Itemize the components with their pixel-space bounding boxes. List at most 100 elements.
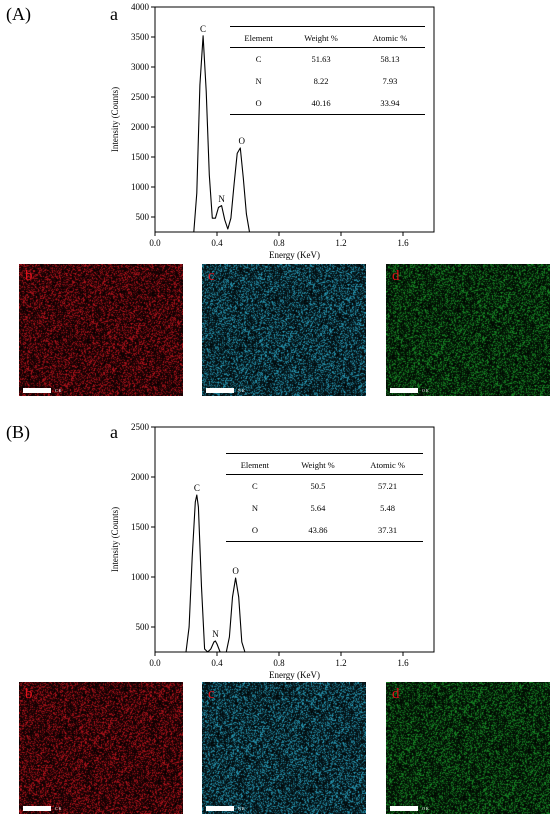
table-cell: 40.16 — [311, 98, 331, 108]
table-row: O 43.86 37.31 — [226, 519, 423, 542]
peak-label-c: C — [200, 24, 206, 34]
y-tick-label: 2500 — [131, 92, 150, 102]
x-tick-label: 0.0 — [149, 658, 161, 668]
map-element-label: N K — [238, 388, 245, 393]
y-tick-label: 500 — [136, 212, 150, 222]
panel-a-sublabel: a — [110, 4, 118, 24]
x-tick-label: 0.0 — [149, 238, 161, 248]
peak-label-o: O — [232, 566, 239, 576]
y-axis-title: Intensity (Counts) — [110, 87, 120, 152]
map-letter: d — [392, 686, 400, 702]
x-tick-label: 0.8 — [273, 238, 285, 248]
table-cell: 51.63 — [311, 54, 331, 64]
eds-map-b-oxygen: d O K — [386, 682, 550, 814]
eds-table-b: Element Weight % Atomic % C 50.5 57.21 N 5.64 5.… — [226, 453, 423, 542]
spectrum-line — [185, 494, 246, 653]
y-tick-label: 500 — [136, 622, 150, 632]
table-cell: 33.94 — [380, 98, 400, 108]
table-cell: 37.31 — [378, 525, 398, 535]
elemental-map-image — [202, 682, 366, 814]
table-cell: 50.5 — [310, 481, 326, 491]
table-row: C 50.5 57.21 — [226, 475, 423, 498]
eds-map-b-nitrogen: c N K — [202, 682, 366, 814]
table-cell: 5.64 — [310, 503, 326, 513]
plot-frame — [154, 426, 435, 653]
table-row: O 40.16 33.94 — [230, 92, 425, 115]
x-axis-title: Energy (KeV) — [269, 670, 320, 680]
table-header: Weight % — [304, 33, 338, 43]
eds-map-a-nitrogen: c N K — [202, 264, 366, 396]
x-axis-title: Energy (KeV) — [269, 250, 320, 260]
scale-bar — [390, 388, 418, 393]
eds-table-a: Element Weight % Atomic % C 51.63 58.13 N 8.22 7… — [230, 26, 425, 115]
table-row: C 51.63 58.13 — [230, 48, 425, 71]
table-header: Element — [240, 460, 270, 470]
y-tick-label: 2000 — [131, 472, 150, 482]
table-cell: C — [255, 54, 262, 64]
plot-frame — [154, 6, 435, 233]
x-tick-label: 1.2 — [335, 238, 346, 248]
x-tick-label: 0.4 — [211, 238, 223, 248]
peak-label-c: C — [194, 483, 200, 493]
elemental-map-image — [19, 264, 183, 396]
table-cell: 58.13 — [380, 54, 400, 64]
y-tick-label: 2000 — [131, 122, 150, 132]
table-row: N 5.64 5.48 — [226, 497, 423, 519]
x-tick-label: 1.2 — [335, 658, 346, 668]
y-tick-label: 3500 — [131, 32, 150, 42]
table-cell: 43.86 — [308, 525, 328, 535]
scale-bar — [206, 388, 234, 393]
table-cell: 8.22 — [313, 76, 329, 86]
map-letter: c — [208, 268, 215, 284]
map-element-label: C K — [55, 388, 62, 393]
table-cell: 5.48 — [380, 503, 396, 513]
eds-map-a-carbon: b C K — [19, 264, 183, 396]
map-element-label: C K — [55, 806, 62, 811]
elemental-map-image — [386, 682, 550, 814]
elemental-map-image — [386, 264, 550, 396]
eds-map-a-oxygen: d O K — [386, 264, 550, 396]
x-tick-label: 0.4 — [211, 658, 223, 668]
y-tick-label: 2500 — [131, 422, 150, 432]
x-tick-label: 0.8 — [273, 658, 285, 668]
peak-label-n: N — [212, 629, 219, 639]
table-header: Element — [244, 33, 273, 43]
table-cell: O — [251, 525, 258, 535]
y-tick-label: 1500 — [131, 522, 150, 532]
map-element-label: O K — [422, 388, 429, 393]
table-header: Atomic % — [370, 460, 405, 470]
table-cell: 7.93 — [382, 76, 398, 86]
map-letter: d — [392, 268, 400, 284]
table-cell: N — [255, 76, 262, 86]
table-cell: C — [252, 481, 258, 491]
peak-label-o: O — [239, 136, 246, 146]
scale-bar — [23, 806, 51, 811]
elemental-map-image — [202, 264, 366, 396]
y-tick-label: 1000 — [131, 572, 150, 582]
eds-map-b-carbon: b C K — [19, 682, 183, 814]
table-cell: 57.21 — [378, 481, 398, 491]
table-cell: N — [251, 503, 258, 513]
table-row: N 8.22 7.93 — [230, 70, 425, 92]
map-letter: c — [208, 686, 215, 702]
map-letter: b — [25, 686, 33, 702]
map-element-label: O K — [422, 806, 429, 811]
peak-label-n: N — [218, 194, 225, 204]
scale-bar — [206, 806, 234, 811]
eds-spectrum-b: 0.0 0.4 0.8 1.2 1.6 500 1000 1500 2000 2500 Energy… — [110, 422, 435, 680]
y-tick-label: 4000 — [131, 2, 150, 12]
y-axis-title: Intensity (Counts) — [110, 507, 120, 572]
scale-bar — [23, 388, 51, 393]
map-letter: b — [25, 268, 33, 284]
table-header: Atomic % — [372, 33, 408, 43]
panel-b-label: (B) — [6, 422, 30, 442]
map-element-label: N K — [238, 806, 245, 811]
y-tick-label: 3000 — [131, 62, 150, 72]
y-tick-label: 1500 — [131, 152, 150, 162]
scale-bar — [390, 806, 418, 811]
elemental-map-image — [19, 682, 183, 814]
x-tick-label: 1.6 — [397, 658, 409, 668]
panel-a-label: (A) — [6, 4, 31, 24]
spectrum-line — [193, 35, 251, 233]
panel-b-sublabel: a — [110, 422, 118, 442]
